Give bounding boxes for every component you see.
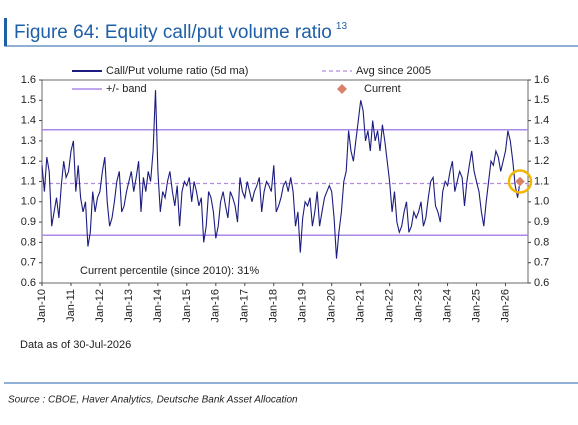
title-accent <box>4 18 7 46</box>
legend-label: Call/Put volume ratio (5d ma) <box>106 65 248 77</box>
x-tick-label: Jan-25 <box>470 289 482 323</box>
y2-tick-label: 1.2 <box>534 155 549 167</box>
y-tick-label: 1.6 <box>21 74 36 86</box>
x-tick-label: Jan-23 <box>413 289 425 323</box>
source: Source : CBOE, Haver Analytics, Deutsche… <box>8 395 298 406</box>
y2-tick-label: 1.6 <box>534 74 549 86</box>
legend-label: Avg since 2005 <box>356 65 431 77</box>
y-tick-label: 1.5 <box>21 94 36 106</box>
y-tick-label: 1.1 <box>21 175 36 187</box>
x-tick-label: Jan-11 <box>65 289 77 322</box>
y-tick-label: 0.8 <box>21 236 36 248</box>
annotation: Current percentile (since 2010): 31% <box>80 265 259 277</box>
y2-tick-label: 1.4 <box>534 115 549 127</box>
y2-tick-label: 1.5 <box>534 94 549 106</box>
legend-swatch <box>337 84 347 94</box>
x-tick-label: Jan-24 <box>441 289 453 323</box>
y-tick-label: 1.3 <box>21 135 36 147</box>
x-tick-label: Jan-15 <box>181 289 193 323</box>
title-text: Figure 64: Equity call/put volume ratio <box>14 22 332 43</box>
x-tick-label: Jan-14 <box>152 289 164 323</box>
x-tick-label: Jan-22 <box>384 289 396 323</box>
y2-tick-label: 0.6 <box>534 277 549 289</box>
y-tick-label: 0.9 <box>21 216 36 228</box>
legend-label: Current <box>364 83 401 95</box>
y2-tick-label: 1.3 <box>534 135 549 147</box>
y-tick-label: 0.6 <box>21 277 36 289</box>
highlight-ring <box>507 169 533 194</box>
y2-tick-label: 1.0 <box>534 196 549 208</box>
y2-tick-label: 1.1 <box>534 175 549 187</box>
y2-tick-label: 0.9 <box>534 216 549 228</box>
x-tick-label: Jan-12 <box>94 289 106 323</box>
x-tick-label: Jan-18 <box>268 289 280 323</box>
legend-label: +/- band <box>106 83 147 95</box>
y2-tick-label: 0.7 <box>534 257 549 269</box>
y-tick-label: 0.7 <box>21 257 36 269</box>
x-tick-label: Jan-20 <box>326 289 338 323</box>
chart-title: Figure 64: Equity call/put volume ratio 1… <box>14 21 347 43</box>
x-tick-label: Jan-21 <box>355 289 367 323</box>
x-tick-label: Jan-17 <box>239 289 251 323</box>
x-tick-label: Jan-26 <box>499 289 511 323</box>
series-line <box>41 90 521 259</box>
current-marker <box>514 176 526 187</box>
y2-tick-label: 0.8 <box>534 236 549 248</box>
title-note: 13 <box>336 21 348 32</box>
x-tick-label: Jan-19 <box>297 289 309 323</box>
y-tick-label: 1.4 <box>21 115 36 127</box>
x-tick-label: Jan-13 <box>123 289 135 323</box>
y-tick-label: 1.0 <box>21 196 36 208</box>
plot-frame <box>41 79 529 284</box>
y-tick-label: 1.2 <box>21 155 36 167</box>
x-tick-label: Jan-16 <box>210 289 222 323</box>
x-tick-label: Jan-10 <box>36 289 48 323</box>
data-note: Data as of 30-Jul-2026 <box>20 339 131 351</box>
